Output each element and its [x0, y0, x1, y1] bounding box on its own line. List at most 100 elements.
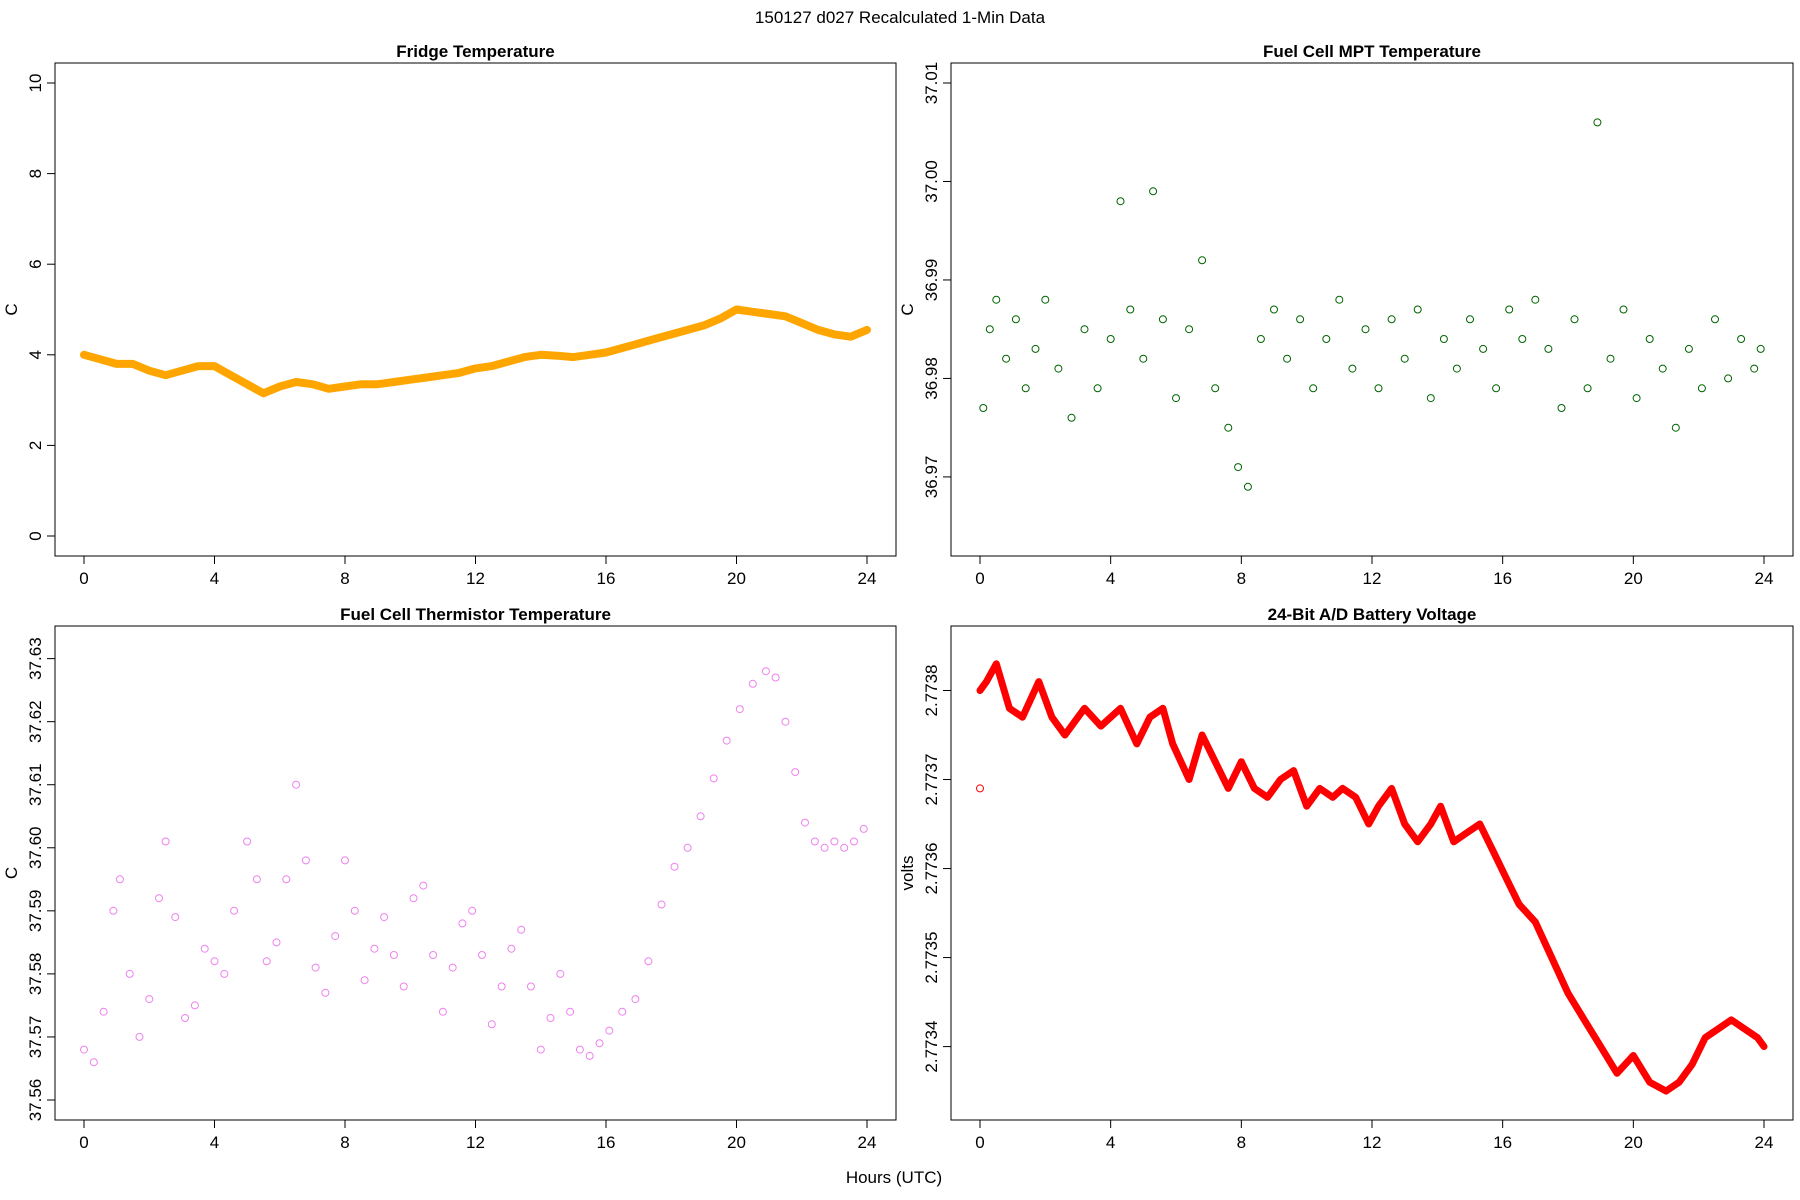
x-tick-label: 12 — [1363, 569, 1382, 588]
data-point — [1505, 305, 1514, 314]
data-point — [419, 881, 428, 890]
y-tick-label: 36.99 — [922, 259, 941, 302]
x-tick-label: 12 — [466, 569, 485, 588]
y-tick-label: 2.7738 — [922, 665, 941, 717]
data-point — [1544, 344, 1553, 353]
data-point — [1518, 335, 1527, 343]
x-tick-label: 12 — [1363, 1133, 1382, 1152]
data-point — [683, 843, 692, 852]
y-axis-label: C — [2, 867, 21, 879]
x-tick-label: 16 — [1493, 1133, 1512, 1152]
y-tick-label: 37.63 — [26, 637, 45, 680]
plot-frame — [54, 62, 897, 557]
data-point — [478, 951, 486, 959]
data-point — [155, 894, 163, 903]
data-point — [1750, 364, 1759, 373]
data-point — [1387, 315, 1396, 324]
data-point — [1054, 364, 1063, 373]
y-axis-label: C — [2, 303, 21, 315]
plot-frame — [950, 62, 1794, 557]
data-point — [448, 963, 457, 972]
data-point — [1658, 364, 1667, 373]
data-point — [272, 938, 281, 947]
data-point — [546, 1014, 555, 1022]
data-point — [985, 325, 994, 334]
data-point — [1021, 384, 1030, 393]
y-tick-label: 2.7734 — [922, 1021, 941, 1073]
data-point — [429, 951, 438, 959]
x-tick-label: 24 — [858, 1133, 877, 1152]
data-point — [1149, 187, 1158, 196]
data-point — [556, 969, 565, 978]
data-point — [1309, 384, 1318, 393]
data-point — [605, 1026, 614, 1035]
data-point — [161, 837, 170, 846]
data-point — [1593, 118, 1602, 127]
data-point — [200, 944, 209, 953]
data-point — [748, 679, 757, 688]
data-point — [145, 995, 154, 1004]
x-tick-label: 16 — [597, 1133, 616, 1152]
data-point — [566, 1007, 575, 1016]
y-tick-label: 2 — [26, 441, 45, 450]
y-tick-label: 36.98 — [922, 357, 941, 400]
data-point — [761, 667, 770, 676]
x-tick-label: 24 — [1755, 1133, 1774, 1152]
figure-x-axis-label: Hours (UTC) — [846, 1168, 942, 1187]
data-point — [1116, 197, 1125, 206]
x-tick-label: 8 — [340, 569, 349, 588]
data-point — [1361, 325, 1370, 334]
data-point — [1439, 335, 1448, 343]
data-point — [992, 295, 1001, 304]
y-tick-label: 37.59 — [26, 890, 45, 933]
data-point — [1158, 315, 1167, 324]
data-point — [1606, 354, 1615, 363]
data-point — [190, 1001, 199, 1010]
x-tick-label: 0 — [79, 569, 88, 588]
data-point — [1031, 344, 1040, 353]
data-point — [468, 906, 477, 915]
x-tick-label: 4 — [210, 1133, 219, 1152]
x-tick-label: 0 — [975, 1133, 984, 1152]
data-point — [438, 1007, 447, 1016]
data-point — [1172, 394, 1180, 403]
data-point — [1322, 335, 1331, 343]
data-point — [99, 1007, 108, 1016]
series-line — [80, 305, 871, 398]
data-point — [1067, 413, 1076, 422]
data-point — [458, 919, 467, 928]
data-point — [840, 843, 849, 852]
data-point — [820, 843, 829, 852]
x-tick-label: 8 — [1237, 569, 1246, 588]
data-point — [282, 875, 291, 884]
data-point — [696, 812, 705, 821]
outlier-point — [976, 784, 984, 793]
data-point — [1374, 384, 1383, 393]
data-point — [125, 969, 134, 978]
x-tick-label: 20 — [1624, 569, 1643, 588]
data-point — [1139, 354, 1148, 363]
data-point — [830, 837, 839, 846]
data-point — [1583, 384, 1592, 393]
y-tick-label: 37.56 — [26, 1079, 45, 1122]
y-tick-label: 4 — [26, 350, 45, 359]
data-point — [1041, 295, 1050, 304]
y-tick-label: 8 — [26, 169, 45, 178]
data-point — [1645, 335, 1654, 343]
data-point — [1724, 374, 1733, 383]
data-point — [1211, 384, 1220, 393]
data-point — [536, 1045, 545, 1054]
data-point — [360, 976, 369, 985]
data-point — [181, 1014, 190, 1022]
data-point — [210, 957, 219, 966]
data-point — [1270, 305, 1278, 314]
data-point — [585, 1051, 594, 1060]
data-point — [657, 900, 666, 909]
y-tick-label: 2.7735 — [922, 932, 941, 984]
data-point — [1126, 305, 1135, 314]
panel-battery-voltage: 24-Bit A/D Battery Voltage volts 0 4 8 12 16 20… — [898, 605, 1794, 1152]
data-point — [370, 944, 379, 953]
y-tick-label: 6 — [26, 259, 45, 268]
data-point — [771, 673, 780, 682]
data-point — [487, 1020, 496, 1029]
